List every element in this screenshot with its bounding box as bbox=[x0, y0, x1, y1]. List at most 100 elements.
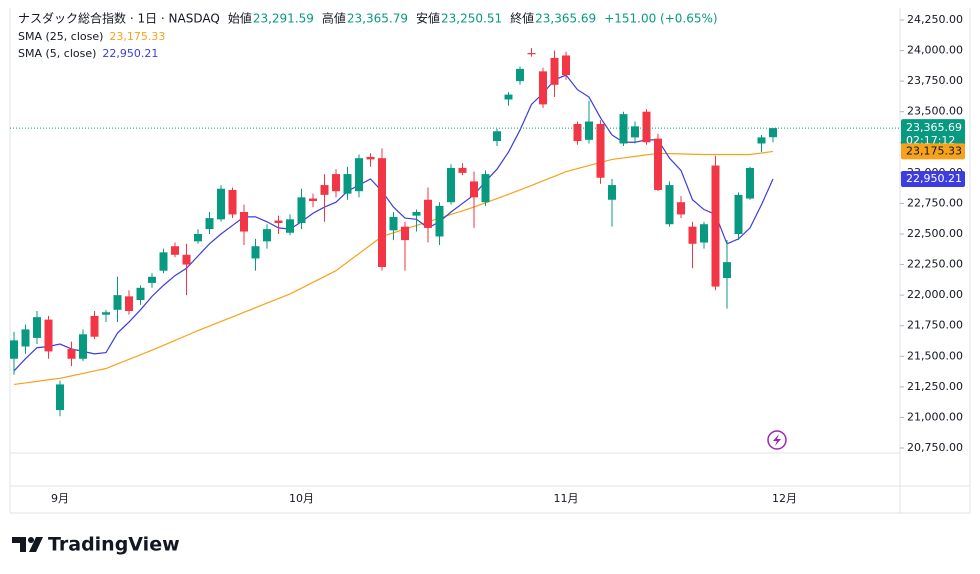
candle-body bbox=[550, 57, 559, 85]
ohlc-label: 始値 bbox=[228, 11, 252, 26]
chart-title: ナスダック総合指数 · 1日 · NASDAQ bbox=[18, 11, 220, 26]
candle-body bbox=[401, 226, 409, 241]
ohlc-value: 23,365.69 bbox=[535, 12, 596, 26]
candle-body bbox=[56, 384, 64, 411]
y-tick-label: 22,750.00 bbox=[907, 196, 963, 209]
candle-body bbox=[240, 211, 248, 232]
candle-body bbox=[573, 123, 582, 142]
candle-body bbox=[412, 211, 421, 216]
candle-body bbox=[608, 185, 616, 200]
candle-body bbox=[562, 55, 570, 76]
sma-tag bbox=[901, 143, 965, 160]
legend-value: 22,950.21 bbox=[102, 47, 158, 60]
price-tag-label: 23,365.69 bbox=[906, 121, 962, 134]
candle-body bbox=[493, 131, 501, 142]
candle-body bbox=[309, 198, 317, 201]
candle-body bbox=[585, 121, 593, 140]
candle-body bbox=[481, 174, 490, 203]
candle-body bbox=[631, 126, 639, 138]
candle-body bbox=[79, 334, 87, 359]
candle-body bbox=[274, 220, 283, 223]
candle-body bbox=[654, 138, 662, 190]
candle-body bbox=[113, 295, 122, 310]
y-tick-label: 22,000.00 bbox=[907, 288, 963, 301]
candle-body bbox=[332, 174, 340, 192]
candle-body bbox=[516, 68, 524, 82]
lightning-icon[interactable] bbox=[767, 430, 787, 450]
y-tick-label: 23,500.00 bbox=[907, 105, 963, 118]
candle-body bbox=[194, 234, 202, 242]
price-tag bbox=[901, 119, 965, 150]
ohlc-value: 23,291.59 bbox=[253, 12, 314, 26]
candle-body bbox=[286, 219, 294, 233]
candle-body bbox=[182, 254, 191, 265]
candle-body bbox=[159, 252, 168, 271]
candle-body bbox=[102, 312, 110, 315]
logo bbox=[12, 537, 43, 552]
y-tick-label: 22,500.00 bbox=[907, 227, 963, 240]
candle-body bbox=[343, 174, 352, 194]
ohlc-label: 高値 bbox=[322, 11, 346, 26]
candle-body bbox=[458, 167, 467, 173]
y-tick-label: 24,000.00 bbox=[907, 44, 963, 57]
candle-body bbox=[700, 224, 708, 243]
ohlc-label: 安値 bbox=[416, 11, 440, 26]
y-tick-label: 20,750.00 bbox=[907, 441, 963, 454]
candle-body bbox=[263, 229, 271, 242]
candle-body bbox=[148, 276, 156, 283]
candle-body bbox=[228, 189, 237, 215]
candle-body bbox=[136, 287, 145, 301]
candle-body bbox=[711, 165, 720, 287]
candle-body bbox=[366, 156, 375, 160]
candle-body bbox=[205, 218, 214, 230]
sma-tag-label: 22,950.21 bbox=[906, 172, 962, 185]
candle-body bbox=[596, 123, 605, 178]
candle-body bbox=[757, 137, 766, 144]
candle-body bbox=[504, 94, 513, 100]
x-tick-label: 12月 bbox=[772, 492, 797, 505]
y-tick-label: 23,750.00 bbox=[907, 74, 963, 87]
candle-body bbox=[665, 185, 674, 225]
candle-body bbox=[125, 296, 133, 312]
y-tick-label: 24,250.00 bbox=[907, 13, 963, 26]
candle-body bbox=[217, 188, 225, 220]
candle-body bbox=[723, 262, 731, 279]
y-tick-label: 22,250.00 bbox=[907, 258, 963, 271]
plot bbox=[10, 48, 777, 417]
x-tick-label: 10月 bbox=[289, 492, 314, 505]
brand-name: TradingView bbox=[48, 534, 180, 556]
candle-body bbox=[527, 53, 536, 55]
y-tick-label: 21,500.00 bbox=[907, 349, 963, 362]
header: ナスダック総合指数 · 1日 · NASDAQ 始値 23,291.59 高値 23,3… bbox=[18, 11, 718, 61]
candle-body bbox=[320, 185, 329, 195]
candle-body bbox=[677, 202, 685, 215]
ohlc-value: 23,365.79 bbox=[347, 12, 408, 26]
candle-body bbox=[389, 216, 398, 231]
candle-body bbox=[619, 114, 628, 144]
ohlc-label: 終値 bbox=[510, 11, 534, 26]
x-tick-label: 11月 bbox=[554, 492, 579, 505]
y-tick-label: 21,000.00 bbox=[907, 410, 963, 423]
x-tick-label: 9月 bbox=[51, 492, 69, 505]
candle-body bbox=[10, 340, 18, 359]
legend-name: SMA (5, close) bbox=[18, 47, 96, 60]
y-tick-label: 21,250.00 bbox=[907, 380, 963, 393]
candle-body bbox=[21, 329, 30, 347]
candle-body bbox=[470, 181, 478, 198]
candle-body bbox=[447, 167, 455, 203]
candle-body bbox=[435, 205, 444, 237]
candle-body bbox=[746, 167, 754, 199]
change-label: +151.00 (+0.65%) bbox=[604, 12, 717, 26]
candle-body bbox=[378, 158, 386, 268]
ohlc-value: 23,250.51 bbox=[441, 12, 502, 26]
candle-body bbox=[642, 111, 651, 143]
sma-tag-label: 23,175.33 bbox=[906, 144, 962, 157]
candle-body bbox=[44, 319, 53, 352]
candle-body bbox=[769, 128, 777, 138]
candle-body bbox=[355, 158, 363, 192]
candle-body bbox=[734, 194, 743, 234]
candle-body bbox=[171, 246, 179, 255]
sma-tag bbox=[901, 170, 965, 187]
